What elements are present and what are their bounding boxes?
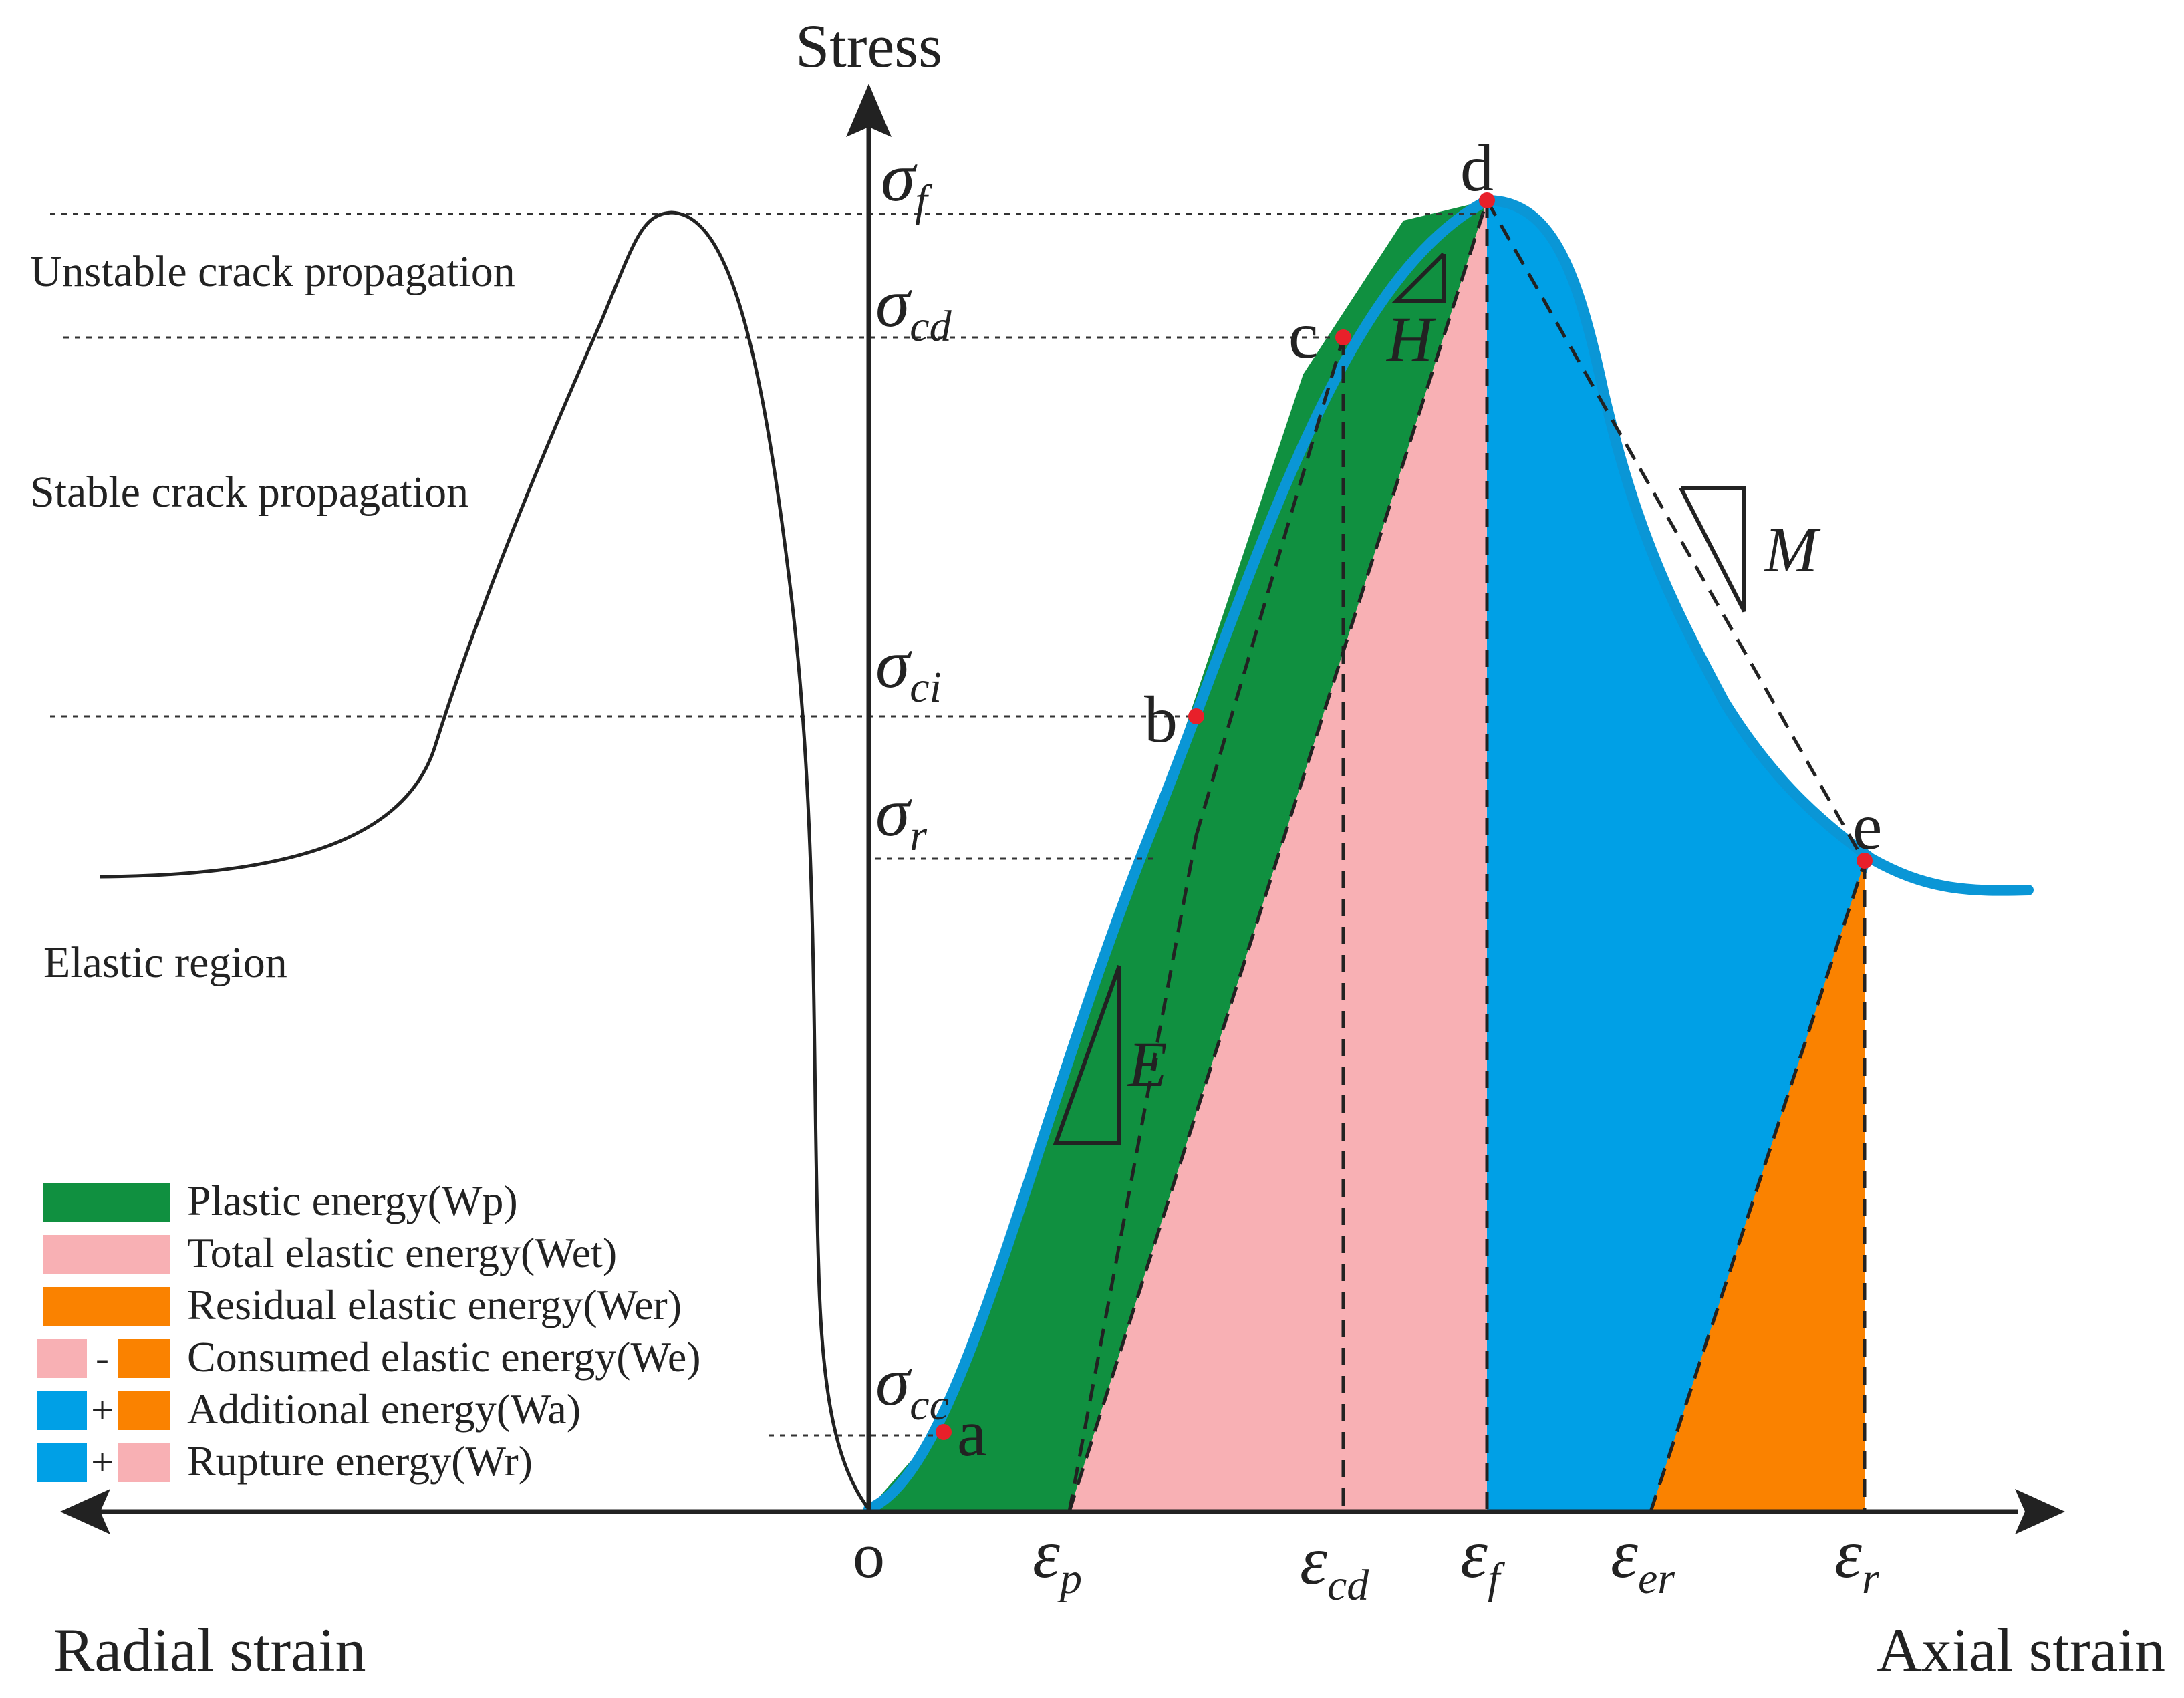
legend-swatch: [43, 1287, 170, 1326]
epsilon-er-symbol: ε: [1611, 1516, 1638, 1592]
point-e-marker: [1857, 853, 1873, 869]
epsilon-r-sub: r: [1862, 1554, 1879, 1603]
legend-swatch: [43, 1183, 170, 1222]
y-axis-arrow-icon: [846, 84, 892, 137]
epsilon-r-symbol: ε: [1834, 1516, 1862, 1592]
legend-label: Additional energy(Wa): [187, 1385, 581, 1433]
sigma-cd-symbol: σ: [875, 265, 912, 341]
triangle-h-icon: [1391, 252, 1446, 303]
axes: [60, 84, 2065, 1534]
epsilon-f-sub: f: [1488, 1554, 1505, 1603]
y-axis-title: Stress: [795, 12, 942, 80]
key-points: [936, 192, 1873, 1440]
energy-regions: [869, 200, 1871, 1512]
epsilon-cd-sub: cd: [1327, 1561, 1369, 1610]
triangle-m-icon: [1679, 486, 1746, 613]
sigma-r-sub: r: [910, 811, 927, 860]
point-b-label: b: [1144, 682, 1178, 756]
sigma-cc-symbol: σ: [875, 1343, 912, 1420]
triangle-e-icon: [1053, 964, 1121, 1145]
point-labels: a b c d e: [957, 131, 1882, 1470]
energy-legend: Plastic energy(Wp) Total elastic energy(W…: [37, 1177, 701, 1485]
modulus-e-label: E: [1127, 1028, 1168, 1100]
sigma-f-sub: f: [915, 176, 932, 225]
modulus-m-label: M: [1763, 514, 1821, 585]
x-axis-left-arrow-icon: [60, 1489, 110, 1534]
sigma-ci-sub: ci: [910, 663, 942, 712]
elastic-line-upper: [1194, 337, 1345, 836]
region-elastic-label: Elastic region: [43, 938, 287, 987]
point-c-label: c: [1288, 298, 1318, 372]
strain-tick-labels: εp εcd εf εer εr: [1033, 1516, 1879, 1610]
legend-operator: -: [96, 1336, 109, 1380]
legend-operator: +: [91, 1440, 114, 1484]
legend-swatch-right: [118, 1443, 170, 1482]
radial-strain-curve: [100, 210, 870, 1510]
legend-swatch-left: [37, 1391, 87, 1430]
sigma-f-label: σf: [881, 139, 932, 225]
epsilon-er-sub: er: [1638, 1554, 1675, 1603]
epsilon-r-label: εr: [1834, 1516, 1879, 1603]
legend-swatch-left: [37, 1339, 87, 1378]
legend-label: Plastic energy(Wp): [187, 1177, 518, 1224]
point-d-marker: [1479, 192, 1495, 208]
legend-label: Residual elastic energy(Wer): [187, 1281, 682, 1328]
epsilon-er-label: εer: [1611, 1516, 1675, 1603]
x-right-axis-title: Axial strain: [1877, 1616, 2165, 1684]
post-peak-secant: [1485, 199, 1867, 863]
point-a-label: a: [957, 1396, 986, 1470]
legend-label: Consumed elastic energy(We): [187, 1333, 701, 1381]
region-unstable-label: Unstable crack propagation: [30, 247, 515, 296]
region-stable-label: Stable crack propagation: [30, 468, 468, 517]
point-b-marker: [1188, 708, 1204, 724]
stress-level-lines: [50, 213, 1484, 1437]
unloading-line-d: [1067, 200, 1489, 1512]
modulus-triangles: [1053, 252, 1746, 1145]
legend-operator: +: [91, 1388, 114, 1432]
modulus-labels: E H M: [1127, 303, 1821, 1100]
legend-swatch-left: [37, 1443, 87, 1482]
sigma-ci-symbol: σ: [875, 625, 912, 702]
epsilon-cd-symbol: ε: [1300, 1522, 1327, 1599]
legend-swatch: [43, 1235, 170, 1274]
sigma-r-symbol: σ: [875, 774, 912, 851]
epsilon-f-symbol: ε: [1460, 1516, 1488, 1592]
legend-label: Total elastic energy(Wet): [187, 1229, 617, 1276]
legend-label: Rupture energy(Wr): [187, 1437, 533, 1485]
legend-swatch-right: [118, 1339, 170, 1378]
epsilon-p-label: εp: [1033, 1516, 1082, 1603]
point-a-marker: [936, 1424, 952, 1440]
legend-swatch-right: [118, 1391, 170, 1430]
sigma-cc-label: σcc: [875, 1343, 949, 1429]
origin-label: o: [853, 1520, 885, 1591]
sigma-cd-label: σcd: [875, 265, 952, 351]
epsilon-p-sub: p: [1057, 1554, 1082, 1603]
x-left-axis-title: Radial strain: [53, 1616, 366, 1684]
elastic-line: [1067, 835, 1198, 1512]
epsilon-cd-label: εcd: [1300, 1522, 1369, 1610]
axial-stress-strain-curve: [863, 194, 2034, 1514]
modulus-h-label: H: [1385, 303, 1436, 375]
x-axis-right-arrow-icon: [2015, 1489, 2065, 1534]
point-e-label: e: [1853, 789, 1882, 863]
sigma-f-symbol: σ: [881, 139, 918, 216]
point-c-marker: [1335, 329, 1351, 345]
unloading-line-e: [1649, 861, 1867, 1512]
sigma-ci-label: σci: [875, 625, 942, 712]
sigma-r-label: σr: [875, 774, 927, 860]
point-d-label: d: [1460, 131, 1494, 205]
epsilon-p-symbol: ε: [1033, 1516, 1060, 1592]
sigma-cd-sub: cd: [910, 302, 952, 351]
sigma-cc-sub: cc: [910, 1381, 949, 1429]
stress-level-labels: σf σcd σci σr σcc: [875, 139, 952, 1429]
region-labels: Unstable crack propagation Stable crack …: [30, 247, 515, 987]
epsilon-f-label: εf: [1460, 1516, 1505, 1603]
